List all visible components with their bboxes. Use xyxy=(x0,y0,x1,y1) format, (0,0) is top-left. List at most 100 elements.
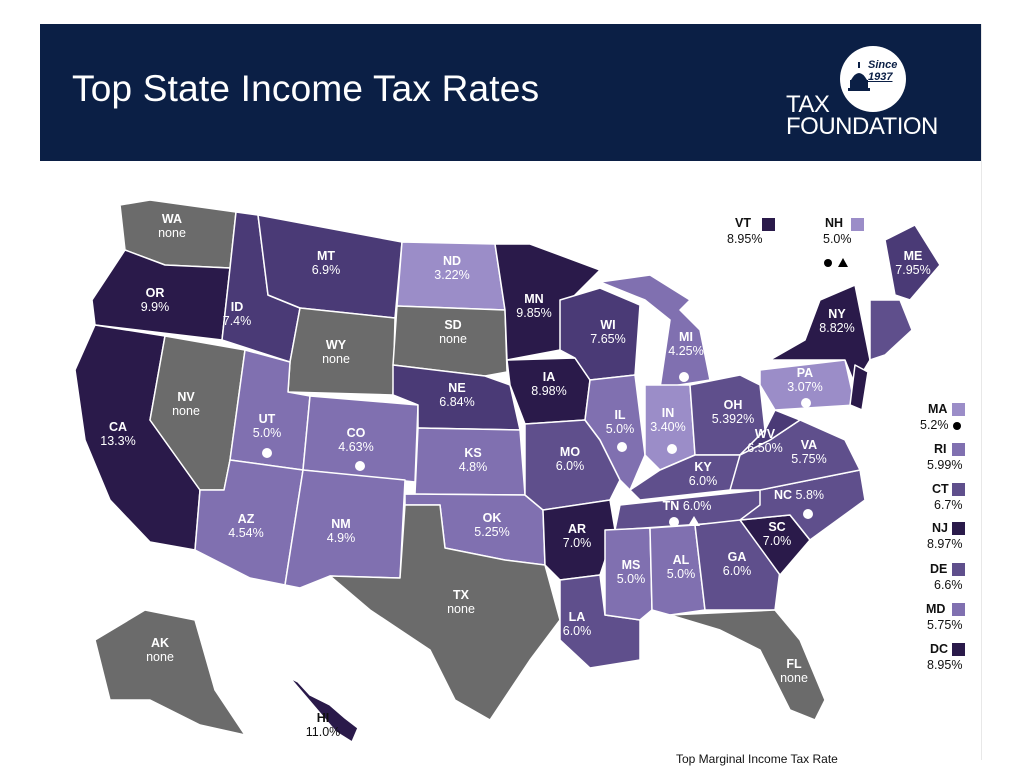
callout-ri-rate: 5.99% xyxy=(927,458,963,472)
state-shape-wy xyxy=(287,307,396,396)
capitol-dome-icon xyxy=(848,62,870,91)
marker-dot-tn xyxy=(669,517,679,527)
marker-triangle-tn xyxy=(688,516,700,526)
state-shape-nc xyxy=(739,469,866,541)
label-al: AL 5.0% xyxy=(666,553,696,581)
callout-de-rate: 6.6% xyxy=(934,578,963,592)
label-fl: FL none xyxy=(780,657,808,685)
swatch-ct xyxy=(952,483,965,496)
label-oh: OH 5.392% xyxy=(711,398,755,426)
logo-since-text: Since xyxy=(868,59,898,71)
swatch-md xyxy=(952,603,965,616)
label-wy: WY none xyxy=(322,338,350,366)
callout-vt: VT xyxy=(735,216,751,230)
state-shape-sd xyxy=(392,305,508,377)
label-mn: MN 9.85% xyxy=(516,292,552,320)
black-dot-marker-ma xyxy=(952,421,961,430)
logo-foundation-text: FOUNDATION xyxy=(786,113,938,140)
label-in: IN 3.40% xyxy=(650,406,686,434)
callout-nh-markers xyxy=(820,255,848,269)
label-ky: KY 6.0% xyxy=(688,460,718,488)
label-nd: ND 3.22% xyxy=(434,254,470,282)
callout-nj: NJ xyxy=(932,521,948,535)
state-shape-me xyxy=(884,224,941,301)
state-shape-tx xyxy=(329,504,561,721)
state-shape-ms xyxy=(604,527,653,621)
state-shape-fl xyxy=(669,609,826,721)
state-shape-wv xyxy=(739,409,801,456)
state-shape-ga xyxy=(694,519,781,611)
tax-foundation-logo: Since 1937 TAX FOUNDATION xyxy=(780,44,970,144)
label-la: LA 6.0% xyxy=(562,610,592,638)
label-sd: SD none xyxy=(439,318,467,346)
label-tx: TX none xyxy=(447,588,475,616)
label-wi: WI 7.65% xyxy=(590,318,626,346)
swatch-ma xyxy=(952,403,965,416)
header-banner: Top State Income Tax Rates Since 1937 TA… xyxy=(40,24,981,161)
label-ms: MS 5.0% xyxy=(616,558,646,586)
label-id: ID 7.4% xyxy=(222,300,252,328)
state-shape-pa xyxy=(759,359,856,411)
swatch-de xyxy=(952,563,965,576)
logo-year-text: 1937 xyxy=(868,71,893,83)
callout-dc: DC xyxy=(930,642,949,656)
callout-ma: MA xyxy=(928,402,948,416)
label-ut: UT 5.0% xyxy=(252,412,282,440)
label-nv: NV none xyxy=(172,390,200,418)
state-shape-al xyxy=(649,524,706,616)
label-hi: HI 11.0% xyxy=(305,711,341,739)
label-ne: NE 6.84% xyxy=(439,381,475,409)
callout-md-rate: 5.75% xyxy=(927,618,963,632)
logo-tax-text: TAX xyxy=(786,91,830,118)
label-az: AZ 4.54% xyxy=(228,512,264,540)
state-shape-il xyxy=(584,374,646,491)
swatch-dc xyxy=(952,643,965,656)
state-shape-la xyxy=(559,574,641,669)
label-ar: AR 7.0% xyxy=(562,522,592,550)
marker-dot-in xyxy=(667,444,677,454)
swatch-nj xyxy=(952,522,965,535)
black-triangle-marker-nh xyxy=(838,258,848,268)
state-shape-ny xyxy=(769,284,871,386)
state-shape-ak xyxy=(94,609,246,736)
label-mt: MT 6.9% xyxy=(311,249,341,277)
callout-md: MD xyxy=(926,602,946,616)
label-ak: AK none xyxy=(146,636,174,664)
label-nm: NM 4.9% xyxy=(326,517,356,545)
state-shape-hi xyxy=(289,677,359,743)
black-dot-marker-nh xyxy=(824,258,832,267)
swatch-vt xyxy=(762,218,775,231)
label-ia: IA 8.98% xyxy=(531,370,567,398)
label-co: CO 4.63% xyxy=(338,426,374,454)
state-shape-new-england-small xyxy=(869,299,913,361)
label-pa: PA 3.07% xyxy=(787,366,823,394)
state-shape-nj xyxy=(849,364,869,411)
label-il: IL 5.0% xyxy=(605,408,635,436)
callout-nh: NH xyxy=(825,216,844,230)
label-or: OR 9.9% xyxy=(140,286,170,314)
label-ks: KS 4.8% xyxy=(458,446,488,474)
marker-dot-ut xyxy=(262,448,272,458)
label-tn: TN 6.0% xyxy=(662,499,712,513)
marker-dot-nc xyxy=(803,509,813,519)
callout-dc-rate: 8.95% xyxy=(927,658,963,672)
label-mi: MI 4.25% xyxy=(668,330,704,358)
label-ny: NY 8.82% xyxy=(819,307,855,335)
marker-dot-co xyxy=(355,461,365,471)
legend-footnote: Top Marginal Income Tax Rate xyxy=(676,752,838,766)
marker-dot-mi xyxy=(679,372,689,382)
logo-seal xyxy=(840,46,906,112)
marker-dot-il xyxy=(617,442,627,452)
label-mo: MO 6.0% xyxy=(555,445,585,473)
callout-nj-rate: 8.97% xyxy=(927,537,963,551)
callout-vt-rate: 8.95% xyxy=(727,232,763,246)
callout-ri: RI xyxy=(934,442,947,456)
label-me: ME 7.95% xyxy=(895,249,931,277)
label-wa: WA none xyxy=(158,212,186,240)
swatch-ri xyxy=(952,443,965,456)
callout-de: DE xyxy=(930,562,948,576)
label-nc: NC 5.8% xyxy=(773,488,825,502)
callout-nh-rate: 5.0% xyxy=(823,232,852,246)
swatch-nh xyxy=(851,218,864,231)
